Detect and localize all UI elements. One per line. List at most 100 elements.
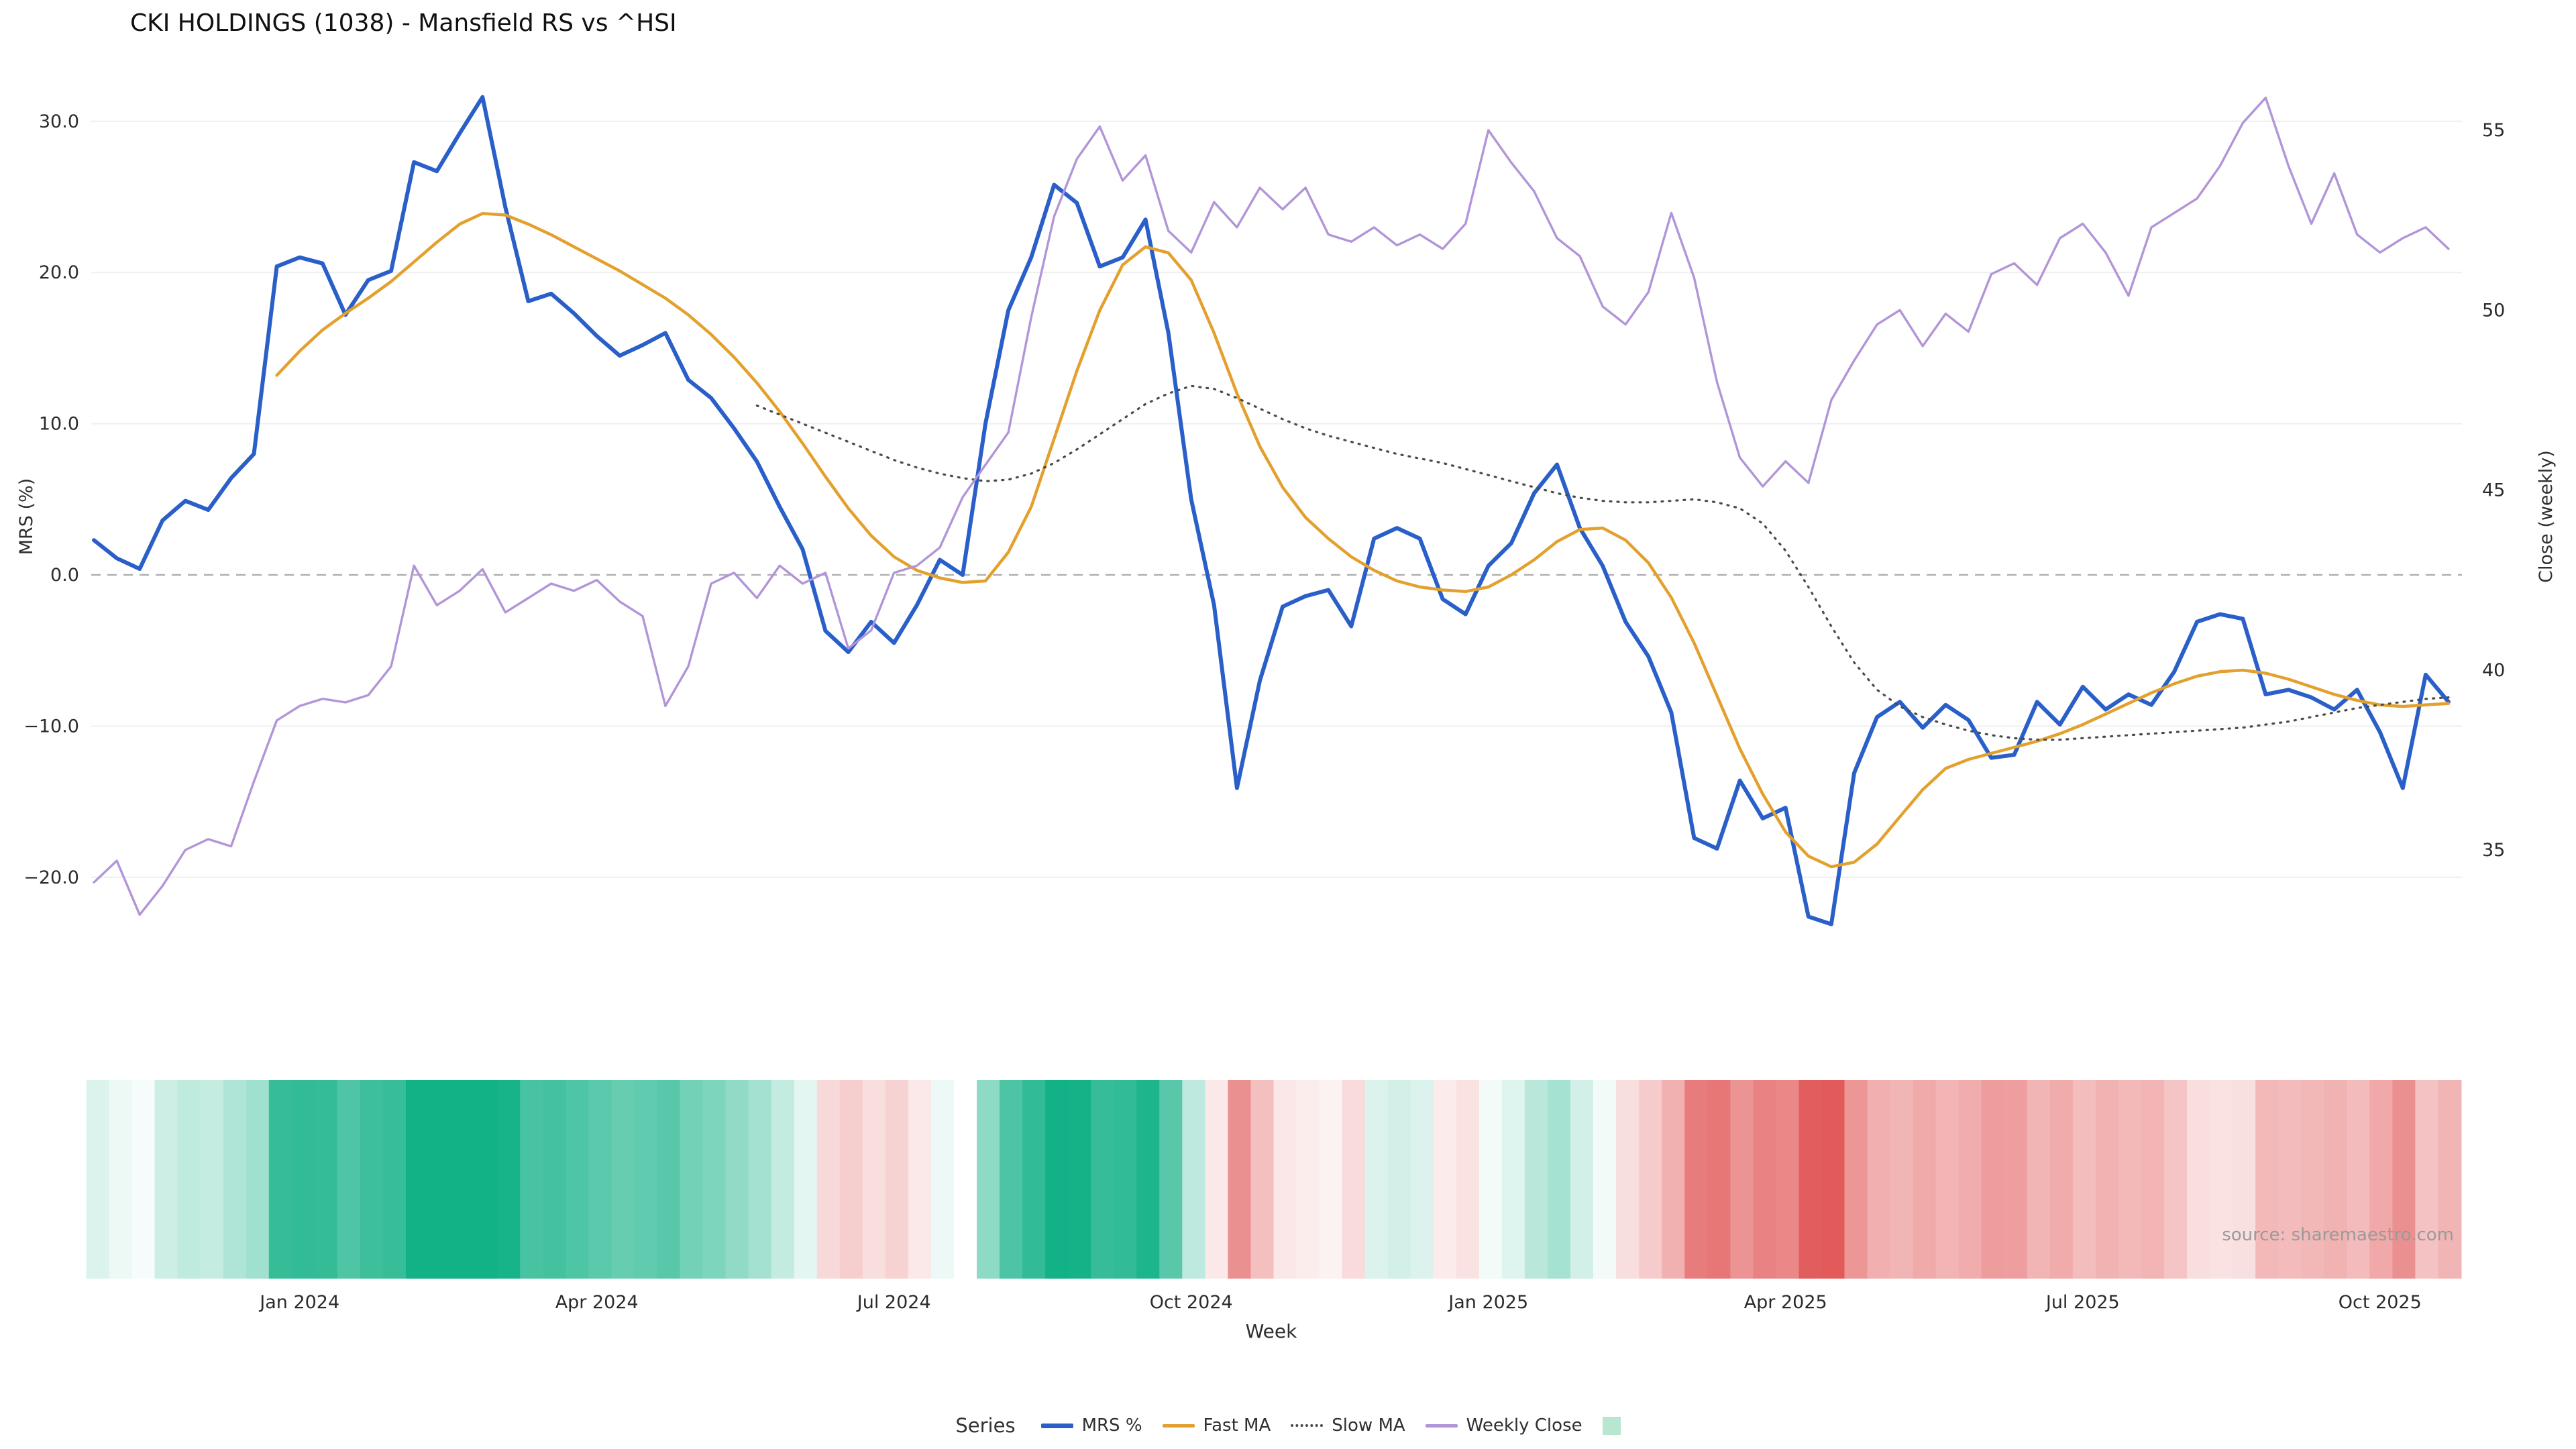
heatmap-cell [1136, 1080, 1161, 1279]
heatmap-cell [337, 1080, 361, 1279]
heatmap-cell [1296, 1080, 1320, 1279]
legend-item-slow-ma[interactable]: Slow MA [1291, 1415, 1405, 1436]
x-axis-title: Week [1245, 1320, 1297, 1342]
left-axis-tick-label: 20.0 [39, 262, 79, 283]
right-axis-tick-label: 55 [2482, 120, 2505, 141]
heatmap-cell [1068, 1080, 1092, 1279]
heatmap-cell [748, 1080, 772, 1279]
heatmap-cell [1182, 1080, 1206, 1279]
heatmap-cell [2004, 1080, 2028, 1279]
heatmap-cell [794, 1080, 818, 1279]
series-line-slow-ma [755, 384, 2450, 741]
heatmap-cell [1091, 1080, 1115, 1279]
source-credit: source: sharemaestro.com [2222, 1225, 2454, 1245]
legend-item-fast-ma[interactable]: Fast MA [1162, 1415, 1271, 1436]
x-axis-tick-label: Jan 2025 [1447, 1292, 1528, 1313]
legend-items: MRS % Fast MA Slow MA Weekly Close [1040, 1415, 1621, 1436]
heatmap-cell [611, 1080, 635, 1279]
heatmap-cell [1867, 1080, 1891, 1279]
chart-title: CKI HOLDINGS (1038) - Mansfield RS vs ^H… [130, 9, 677, 37]
heatmap-cell [1228, 1080, 1252, 1279]
heatmap-cell [223, 1080, 247, 1279]
heatmap-cell [1548, 1080, 1571, 1279]
heatmap-cell [2324, 1080, 2348, 1279]
heatmap-cell [1524, 1080, 1548, 1279]
heatmap-cell [1958, 1080, 1982, 1279]
heatmap-cell [1342, 1080, 1366, 1279]
x-axis-tick-label: Apr 2025 [1744, 1292, 1827, 1313]
heatmap-cell [839, 1080, 863, 1279]
heatmap-cell [86, 1080, 110, 1279]
heatmap-cell [1776, 1080, 1800, 1279]
series-line-weekly-close [93, 97, 2450, 916]
heatmap-cell [1707, 1080, 1731, 1279]
series-line-mrs- [92, 95, 2451, 926]
legend-swatch [1425, 1424, 1458, 1428]
heatmap-cell [1753, 1080, 1777, 1279]
legend-label: Slow MA [1332, 1415, 1405, 1436]
left-axis-tick-label: 30.0 [39, 111, 79, 132]
heatmap-cell [2415, 1080, 2439, 1279]
heatmap-cell [520, 1080, 544, 1279]
heatmap-cell [1250, 1080, 1275, 1279]
heatmap-cell [314, 1080, 338, 1279]
heatmap-cell [1501, 1080, 1525, 1279]
heatmap-cell [1022, 1080, 1046, 1279]
legend-item-heatmap[interactable] [1602, 1416, 1621, 1435]
heatmap-cell [1456, 1080, 1480, 1279]
heatmap-cell [1159, 1080, 1183, 1279]
heatmap-cell [1114, 1080, 1138, 1279]
heatmap-cell [2369, 1080, 2394, 1279]
heatmap-cell [1593, 1080, 1617, 1279]
heatmap-cell [725, 1080, 749, 1279]
heatmap-cell [451, 1080, 476, 1279]
heatmap-cell [1799, 1080, 1823, 1279]
legend-item-weekly-close[interactable]: Weekly Close [1425, 1415, 1582, 1436]
right-axis-tick-label: 40 [2482, 660, 2505, 681]
heatmap-cell [954, 1080, 977, 1279]
heatmap-cell [1913, 1080, 1937, 1279]
heatmap-cell [1821, 1080, 1845, 1279]
heatmap-cell [908, 1080, 932, 1279]
heatmap-cell [1205, 1080, 1229, 1279]
heatmap-cell [1662, 1080, 1686, 1279]
x-axis-tick-label: Oct 2025 [2339, 1292, 2422, 1313]
heatmap-cell [1730, 1080, 1754, 1279]
heatmap-cell [2187, 1080, 2210, 1279]
heatmap-cell [1981, 1080, 2005, 1279]
heatmap-cell [1639, 1080, 1663, 1279]
heatmap-cell [2049, 1080, 2074, 1279]
legend-item-mrs-%[interactable]: MRS % [1040, 1415, 1142, 1436]
heatmap-cell [360, 1080, 384, 1279]
heatmap-cell [680, 1080, 704, 1279]
heatmap-cell [566, 1080, 590, 1279]
heatmap-cell [177, 1080, 201, 1279]
series-line-fast-ma [275, 212, 2451, 869]
left-axis-tick-label: −10.0 [23, 716, 79, 737]
right-axis-tick-label: 50 [2482, 300, 2505, 321]
heatmap-cell [1387, 1080, 1411, 1279]
heatmap-cell [109, 1080, 133, 1279]
left-axis-tick-label: −20.0 [23, 867, 79, 888]
heatmap-cell [1844, 1080, 1868, 1279]
heatmap-cell [1045, 1080, 1069, 1279]
heatmap-cell [1570, 1080, 1594, 1279]
legend-swatch [1040, 1423, 1073, 1428]
heatmap-cell [1410, 1080, 1434, 1279]
heatmap-cell [1364, 1080, 1389, 1279]
right-axis-tick-label: 35 [2482, 840, 2505, 861]
heatmap-cell [1319, 1080, 1343, 1279]
legend-swatch [1162, 1424, 1195, 1428]
legend-label: MRS % [1081, 1415, 1142, 1436]
heatmap-cell [816, 1080, 841, 1279]
heatmap-cell [2210, 1080, 2234, 1279]
heatmap-cell [2278, 1080, 2302, 1279]
right-axis-tick-label: 45 [2482, 480, 2505, 501]
legend-label: Fast MA [1203, 1415, 1271, 1436]
heatmap-cell [885, 1080, 909, 1279]
heatmap-cell [1616, 1080, 1640, 1279]
left-axis-tick-label: 0.0 [50, 565, 79, 586]
heatmap-cell [246, 1080, 270, 1279]
x-axis-tick-label: Apr 2024 [555, 1292, 639, 1313]
